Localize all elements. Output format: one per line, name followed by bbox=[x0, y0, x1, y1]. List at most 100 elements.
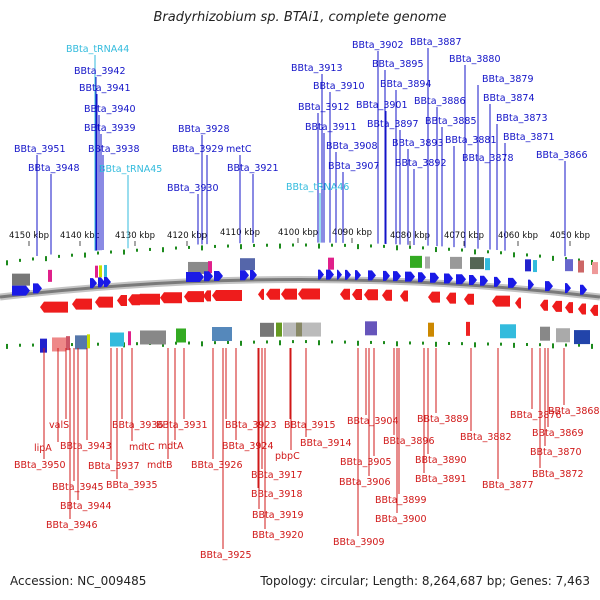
category-box bbox=[525, 259, 531, 272]
bottom-gene-label: BBta_3900 bbox=[375, 514, 427, 525]
top-label-lines bbox=[36, 48, 566, 257]
bottom-gene-label: lipA bbox=[34, 443, 52, 454]
reverse-gene bbox=[446, 292, 456, 304]
category-box bbox=[110, 332, 124, 347]
tick-top bbox=[513, 252, 515, 258]
reverse-gene bbox=[540, 299, 548, 311]
tick-bottom bbox=[253, 340, 255, 344]
tick-bottom bbox=[487, 342, 489, 346]
forward-gene bbox=[355, 270, 361, 281]
top-gene-label: BBta_3913 bbox=[291, 63, 343, 74]
tick-bottom bbox=[175, 341, 177, 345]
top-gene-label: BBta_3879 bbox=[482, 74, 534, 85]
top-gene-label: BBta_3902 bbox=[352, 40, 404, 51]
topology-text: Topology: circular; Length: 8,264,687 bp… bbox=[260, 574, 590, 588]
tick-bottom bbox=[370, 340, 372, 344]
top-gene-label: BBta_3908 bbox=[326, 141, 378, 152]
category-box bbox=[212, 327, 232, 342]
tick-bottom bbox=[97, 342, 99, 346]
bottom-gene-label: BBta_3899 bbox=[375, 495, 427, 506]
bottom-gene-label: mdtB bbox=[147, 460, 173, 471]
category-box bbox=[48, 269, 52, 282]
tick-top bbox=[565, 257, 567, 261]
scale-tick-label: 4090 kbp bbox=[332, 228, 372, 238]
category-box bbox=[276, 322, 282, 337]
tick-bottom bbox=[188, 341, 190, 345]
tick-bottom bbox=[32, 343, 34, 347]
top-gene-label: BBta_3895 bbox=[372, 59, 424, 70]
tick-top bbox=[305, 243, 307, 247]
tick-bottom bbox=[71, 343, 73, 347]
tick-bottom bbox=[461, 342, 463, 346]
forward-gene bbox=[186, 272, 204, 283]
forward-gene bbox=[545, 281, 553, 292]
top-gene-label: BBta_3910 bbox=[313, 81, 365, 92]
reverse-gene bbox=[565, 302, 573, 314]
category-box bbox=[574, 330, 590, 345]
bottom-gene-label: BBta_3909 bbox=[333, 537, 385, 548]
reverse-gene bbox=[298, 288, 320, 300]
tick-bottom bbox=[448, 341, 450, 345]
category-box bbox=[176, 328, 186, 343]
top-gene-label: BBta_3921 bbox=[227, 163, 279, 174]
tick-bottom bbox=[344, 340, 346, 344]
top-gene-label: BBta_3948 bbox=[28, 163, 80, 174]
top-gene-label: BBta_3894 bbox=[380, 79, 432, 90]
forward-gene bbox=[508, 277, 517, 288]
tick-top bbox=[71, 253, 73, 257]
bottom-gene-label: BBta_3919 bbox=[252, 510, 304, 521]
tick-top bbox=[266, 243, 268, 247]
forward-gene bbox=[444, 273, 453, 284]
bottom-gene-label: BBta_3876 bbox=[510, 410, 562, 421]
tick-top bbox=[188, 245, 190, 249]
tick-bottom bbox=[578, 343, 580, 347]
tick-bottom bbox=[435, 341, 437, 347]
bottom-gene-label: BBta_3935 bbox=[106, 480, 158, 491]
tick-bottom bbox=[526, 343, 528, 347]
bottom-gene-label: BBta_3904 bbox=[347, 416, 399, 427]
tick-bottom bbox=[279, 340, 281, 346]
tick-bottom bbox=[396, 341, 398, 347]
bottom-gene-label: BBta_3924 bbox=[222, 441, 274, 452]
top-labels: BBta_tRNA44 BBta_3942 BBta_3941 BBta_3940 BB… bbox=[14, 37, 588, 194]
forward-gene bbox=[98, 277, 105, 288]
reverse-gene bbox=[184, 291, 204, 303]
reverse-gene bbox=[492, 295, 510, 307]
top-gene-label: BBta_3930 bbox=[167, 183, 219, 194]
tick-top bbox=[58, 254, 60, 258]
top-gene-label: BBta_tRNA44 bbox=[66, 44, 129, 55]
tick-bottom bbox=[331, 340, 333, 344]
category-box bbox=[470, 257, 484, 270]
top-gene-label: BBta_3939 bbox=[84, 123, 136, 134]
tick-bottom bbox=[292, 340, 294, 344]
tick-bottom bbox=[6, 343, 8, 349]
reverse-gene bbox=[212, 290, 242, 302]
category-box bbox=[99, 265, 102, 278]
tick-top bbox=[253, 243, 255, 247]
top-gene-label: BBta_3887 bbox=[410, 37, 462, 48]
tick-top bbox=[487, 250, 489, 254]
scale-tick-label: 4080 kbp bbox=[390, 231, 430, 241]
forward-gene bbox=[318, 269, 324, 280]
forward-gene bbox=[240, 270, 249, 281]
tick-top bbox=[97, 251, 99, 255]
tick-bottom bbox=[591, 343, 593, 349]
top-gene-label: BBta_3881 bbox=[445, 135, 497, 146]
reverse-gene bbox=[400, 290, 408, 302]
forward-gene bbox=[383, 270, 390, 281]
tick-top bbox=[370, 244, 372, 248]
tick-bottom bbox=[305, 340, 307, 344]
scale-tick-label: 4130 kbp bbox=[115, 231, 155, 241]
top-gene-label: BBta_3892 bbox=[395, 158, 447, 169]
tick-top bbox=[318, 243, 320, 249]
bottom-labels: valSlipABBta_3950BBta_3943BBta_3945BBta_… bbox=[14, 406, 600, 561]
bottom-gene-label: BBta_3915 bbox=[284, 420, 336, 431]
tick-bottom bbox=[474, 342, 476, 348]
tick-top bbox=[292, 243, 294, 247]
bottom-gene-label: BBta_3925 bbox=[200, 550, 252, 561]
category-box bbox=[104, 264, 107, 277]
bottom-gene-label: BBta_3917 bbox=[251, 470, 303, 481]
tick-top bbox=[279, 243, 281, 249]
top-gene-label: BBta_3901 bbox=[356, 100, 408, 111]
bottom-gene-label: BBta_3950 bbox=[14, 460, 66, 471]
